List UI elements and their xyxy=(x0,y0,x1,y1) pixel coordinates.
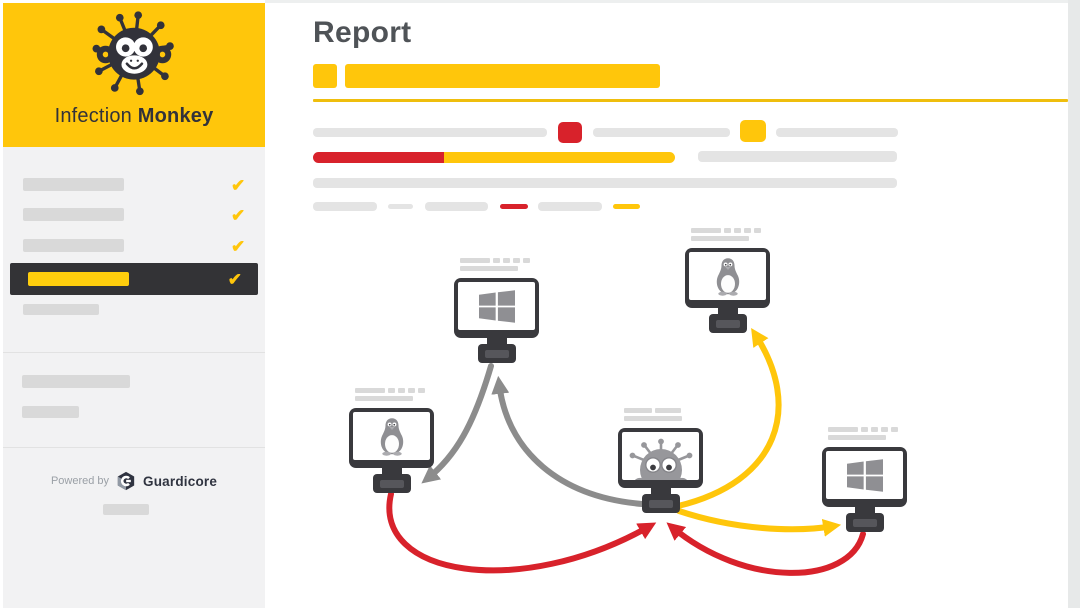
powered-by-label: Powered by xyxy=(50,475,110,487)
monitor-base xyxy=(641,494,680,513)
progress-red-segment xyxy=(313,152,444,163)
report-rule-line xyxy=(313,99,1068,102)
node-windows-right[interactable] xyxy=(822,427,907,532)
critical-count-badge xyxy=(558,122,582,143)
check-icon: ✔ xyxy=(227,270,242,289)
monitor-stand xyxy=(854,506,875,514)
text-placeholder xyxy=(776,128,898,137)
monitor-base xyxy=(372,474,411,493)
sidebar-brand-header: Infection Monkey xyxy=(3,3,265,147)
page-title: Report xyxy=(313,16,412,49)
legend-placeholder xyxy=(538,202,602,211)
node-label-placeholder xyxy=(460,258,530,271)
edge-windows-right-to-monkey xyxy=(666,522,866,576)
edge-linux-left-to-monkey xyxy=(386,491,657,574)
monitor-base xyxy=(845,513,884,532)
windows-logo-icon xyxy=(478,289,515,323)
nav-item-placeholder xyxy=(23,304,99,315)
active-item-placeholder xyxy=(28,272,129,286)
linux-tux-icon xyxy=(716,258,739,296)
legend-red-swatch xyxy=(500,204,528,209)
progress-yellow-segment xyxy=(444,152,675,163)
window-right-border xyxy=(1068,0,1080,608)
report-heading-placeholder xyxy=(345,64,660,88)
monitor-stand xyxy=(381,467,402,475)
monitor-stand xyxy=(650,487,671,495)
node-monkey-island[interactable] xyxy=(618,408,703,513)
monkey-virus-peek-icon xyxy=(629,438,692,480)
nav-item-placeholder xyxy=(23,239,124,252)
node-label-placeholder xyxy=(624,408,682,421)
node-label-placeholder xyxy=(691,228,761,241)
report-heading-accent-square xyxy=(313,64,337,88)
check-icon: ✔ xyxy=(231,206,246,225)
linux-tux-icon xyxy=(380,418,403,456)
text-placeholder xyxy=(313,178,897,188)
monkey-virus-logo-icon xyxy=(92,11,174,96)
node-linux-left[interactable] xyxy=(349,388,434,493)
windows-logo-icon xyxy=(846,458,883,492)
sidebar-nav-item-active-report[interactable]: ✔ xyxy=(10,263,258,295)
monitor-stand xyxy=(717,307,738,315)
legend-placeholder xyxy=(388,204,413,209)
brand-title: Infection Monkey xyxy=(3,105,265,128)
monitor xyxy=(349,408,434,468)
check-icon: ✔ xyxy=(231,176,246,195)
sidebar: Infection Monkey ✔ ✔ ✔ ✔ xyxy=(3,3,265,608)
text-placeholder xyxy=(313,128,547,137)
legend-placeholder xyxy=(425,202,488,211)
monitor-base xyxy=(477,344,516,363)
check-icon: ✔ xyxy=(231,237,246,256)
legend-yellow-swatch xyxy=(613,204,640,209)
sidebar-divider xyxy=(3,352,265,353)
text-placeholder xyxy=(698,151,897,162)
severity-progress-bar xyxy=(313,152,675,163)
monitor xyxy=(822,447,907,507)
sidebar-divider xyxy=(3,447,265,448)
section-item-placeholder xyxy=(22,406,79,418)
brand-word-regular: Infection xyxy=(54,105,132,127)
window-top-border xyxy=(265,0,1080,3)
section-item-placeholder xyxy=(22,375,130,388)
guardicore-logo-icon xyxy=(117,471,135,491)
text-placeholder xyxy=(593,128,730,137)
node-label-placeholder xyxy=(828,427,898,440)
monitor-base xyxy=(708,314,747,333)
edge-windows-top-to-linux-left xyxy=(421,363,494,484)
monitor xyxy=(685,248,770,308)
node-label-placeholder xyxy=(355,388,425,401)
monitor xyxy=(454,278,539,338)
node-linux-top-right[interactable] xyxy=(685,228,770,333)
powered-by-row: Powered by Guardicore xyxy=(3,471,265,491)
nav-item-placeholder xyxy=(23,208,124,221)
footer-placeholder xyxy=(103,504,149,515)
monitor xyxy=(618,428,703,488)
node-windows-top[interactable] xyxy=(454,258,539,363)
warning-count-badge xyxy=(740,120,766,142)
edge-monkey-to-windows-right xyxy=(676,508,842,537)
monitor-stand xyxy=(486,337,507,345)
guardicore-name: Guardicore xyxy=(143,473,218,489)
legend-placeholder xyxy=(313,202,377,211)
brand-word-bold: Monkey xyxy=(137,105,214,127)
nav-item-placeholder xyxy=(23,178,124,191)
